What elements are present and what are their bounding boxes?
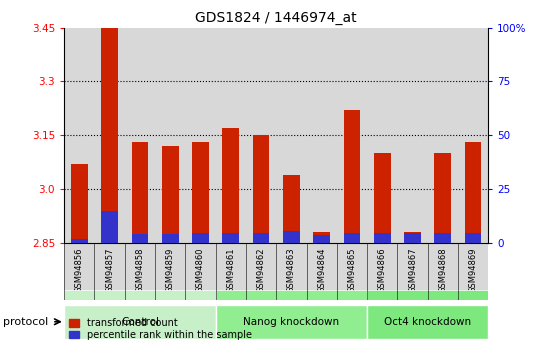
Bar	[64, 305, 215, 339]
Bar	[101, 210, 118, 243]
Bar	[344, 233, 360, 243]
Bar	[427, 28, 458, 243]
Text: GSM94858: GSM94858	[136, 247, 145, 293]
Title: GDS1824 / 1446974_at: GDS1824 / 1446974_at	[195, 11, 357, 25]
Bar	[465, 142, 482, 243]
Bar	[185, 28, 215, 243]
Bar	[253, 233, 270, 243]
Bar	[435, 233, 451, 243]
Bar	[276, 243, 306, 300]
Bar	[125, 28, 155, 243]
Bar	[246, 28, 276, 243]
Bar	[374, 233, 391, 243]
Text: Oct4 knockdown: Oct4 knockdown	[384, 317, 471, 327]
Bar	[64, 290, 215, 300]
Bar	[313, 232, 330, 243]
Text: GSM94859: GSM94859	[166, 247, 175, 293]
Bar	[367, 243, 397, 300]
Bar	[71, 164, 88, 243]
Bar	[64, 243, 94, 300]
Bar	[215, 305, 367, 339]
Bar	[404, 232, 421, 243]
Bar	[337, 28, 367, 243]
Bar	[132, 234, 148, 243]
Text: protocol: protocol	[3, 317, 48, 327]
Bar	[94, 28, 125, 243]
Bar	[215, 28, 246, 243]
Bar	[397, 243, 427, 300]
Text: GSM94861: GSM94861	[227, 247, 235, 293]
Text: GSM94866: GSM94866	[378, 247, 387, 293]
Text: GSM94869: GSM94869	[469, 247, 478, 293]
Bar	[192, 142, 209, 243]
Bar	[458, 243, 488, 300]
Bar	[253, 135, 270, 243]
Bar	[276, 28, 306, 243]
Bar	[397, 28, 427, 243]
Bar	[162, 146, 179, 243]
Bar	[155, 243, 185, 300]
Bar	[367, 305, 488, 339]
Text: Control: Control	[121, 317, 159, 327]
Bar	[465, 233, 482, 243]
Bar	[283, 175, 300, 243]
Bar	[192, 233, 209, 243]
Bar	[64, 28, 94, 243]
Bar	[101, 28, 118, 243]
Bar	[246, 243, 276, 300]
Bar	[306, 243, 337, 300]
Bar	[215, 243, 246, 300]
Bar	[306, 28, 337, 243]
Bar	[427, 243, 458, 300]
Text: GSM94865: GSM94865	[348, 247, 357, 293]
Bar	[435, 153, 451, 243]
Bar	[185, 243, 215, 300]
Bar	[344, 110, 360, 243]
Bar	[125, 243, 155, 300]
Bar	[155, 28, 185, 243]
Text: GSM94867: GSM94867	[408, 247, 417, 293]
Text: GSM94864: GSM94864	[317, 247, 326, 293]
Bar	[367, 290, 488, 300]
Text: GSM94857: GSM94857	[105, 247, 114, 293]
Bar	[337, 243, 367, 300]
Bar	[162, 234, 179, 243]
Bar	[283, 231, 300, 243]
Text: GSM94868: GSM94868	[439, 247, 448, 293]
Bar	[223, 233, 239, 243]
Bar	[313, 235, 330, 243]
Bar	[94, 243, 125, 300]
Bar	[215, 290, 367, 300]
Text: GSM94856: GSM94856	[75, 247, 84, 293]
Bar	[404, 233, 421, 243]
Legend: transformed count, percentile rank within the sample: transformed count, percentile rank withi…	[69, 318, 252, 340]
Text: GSM94862: GSM94862	[257, 247, 266, 293]
Bar	[223, 128, 239, 243]
Bar	[374, 153, 391, 243]
Bar	[367, 28, 397, 243]
Bar	[458, 28, 488, 243]
Text: GSM94860: GSM94860	[196, 247, 205, 293]
Text: GSM94863: GSM94863	[287, 247, 296, 293]
Bar	[71, 238, 88, 243]
Text: Nanog knockdown: Nanog knockdown	[243, 317, 339, 327]
Bar	[132, 142, 148, 243]
